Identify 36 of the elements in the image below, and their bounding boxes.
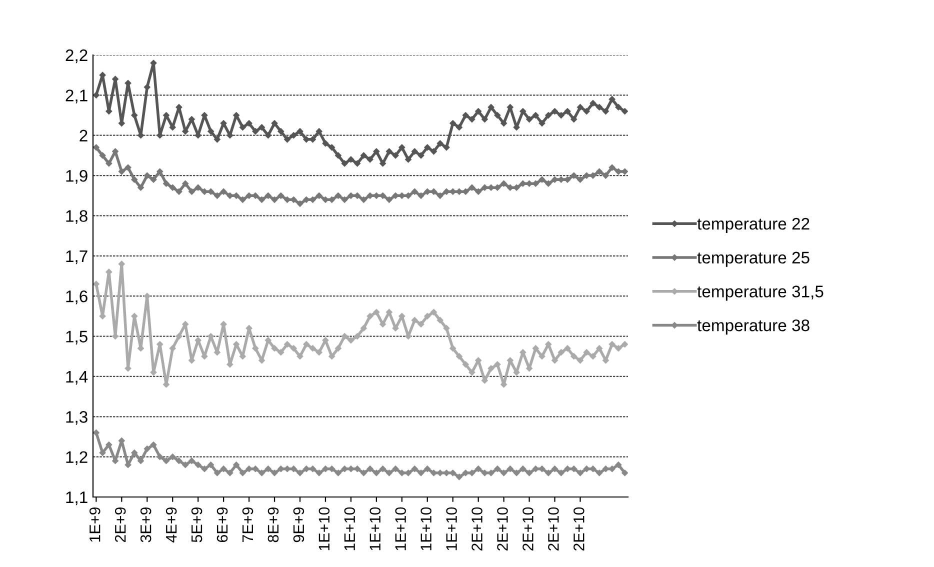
legend-label: temperature 25 <box>697 252 810 267</box>
y-tick-label: 1,9 <box>66 170 88 184</box>
y-tick-label: 1,7 <box>66 250 88 264</box>
x-tick-label: 2E+10 <box>522 507 534 551</box>
y-tick-label: 1,6 <box>66 290 88 304</box>
x-tick-label: 1E+10 <box>395 507 406 550</box>
x-tick-label: 2E+10 <box>574 507 584 551</box>
x-tick-label: 6E+9 <box>216 507 228 542</box>
y-tick-label: 1,5 <box>66 330 88 344</box>
y-tick-label: 2,2 <box>66 49 88 64</box>
x-tick-label: 2E+10 <box>497 507 508 551</box>
y-tick-label: 1,3 <box>66 411 88 425</box>
x-tick-label: 9E+9 <box>293 507 304 542</box>
y-tick-label: 1,1 <box>66 492 88 506</box>
x-tick-label: 1E+9 <box>89 507 100 542</box>
x-tick-label: 1E+10 <box>420 507 432 550</box>
y-tick-label: 2,1 <box>66 90 88 104</box>
x-tick-label: 4E+9 <box>166 507 177 542</box>
legend-label: temperature 31,5 <box>697 286 824 301</box>
x-tick-label: 2E+10 <box>548 507 559 551</box>
x-tick-label: 2E+9 <box>114 507 126 542</box>
x-tick-label: 1E+10 <box>446 507 457 550</box>
x-tick-label: 5E+9 <box>191 507 202 542</box>
y-tick-label: 1,4 <box>66 371 88 385</box>
x-tick-label: 1E+10 <box>344 507 356 550</box>
y-tick-label: 2 <box>80 130 88 142</box>
x-tick-label: 3E+9 <box>140 507 152 542</box>
x-tick-label: 1E+10 <box>370 507 381 550</box>
x-tick-label: 2E+10 <box>472 507 482 551</box>
y-tick-label: 1,8 <box>66 210 88 224</box>
legend-label: temperature 38 <box>697 319 810 335</box>
x-tick-label: 8E+9 <box>268 507 279 542</box>
x-tick-label: 7E+9 <box>242 507 254 542</box>
x-tick-label: 1E+10 <box>318 507 330 550</box>
y-tick-label: 1,2 <box>66 451 88 465</box>
legend-label: temperature 22 <box>697 218 810 233</box>
